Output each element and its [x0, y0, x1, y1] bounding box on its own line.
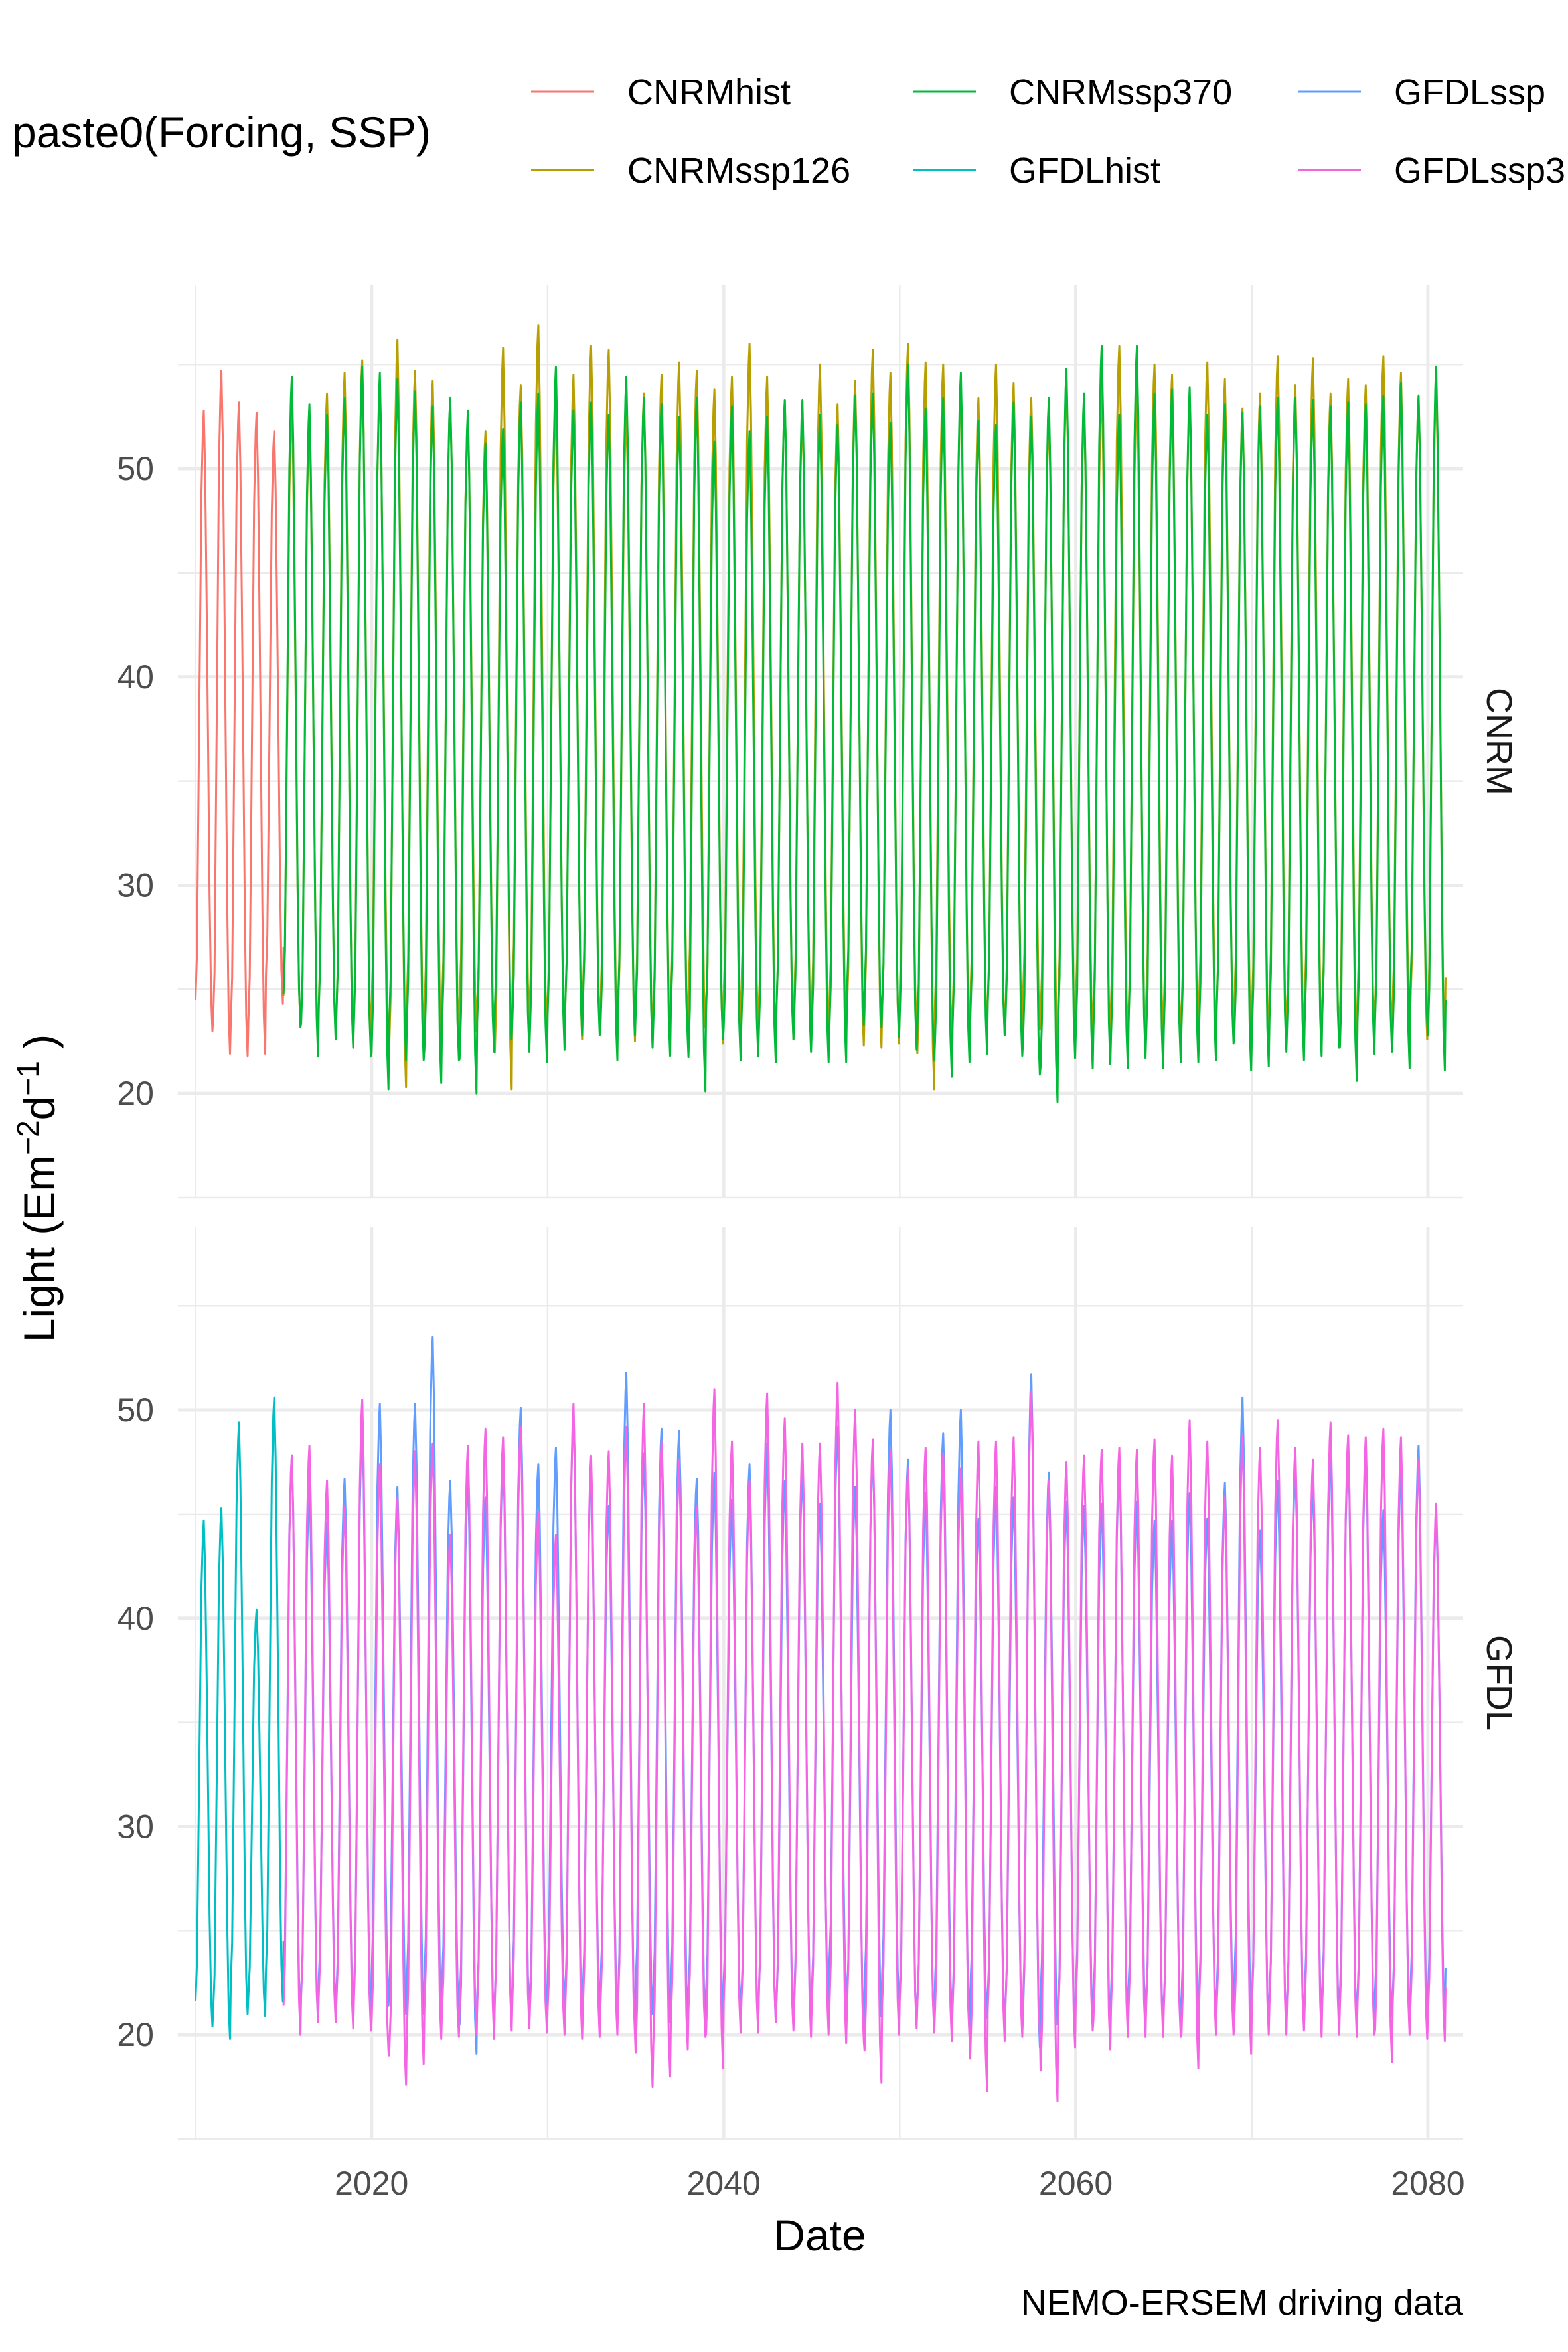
y-tick-label: 40 — [117, 659, 154, 696]
y-tick-label: 20 — [117, 1075, 154, 1112]
panels: 20 30 40 50 CNRM 20 30 40 50 GFDL 2020 2040 2060 2080 — [117, 285, 1519, 2202]
y-axis-title-end: ) — [15, 1034, 64, 1061]
y-tick-label: 30 — [117, 866, 154, 903]
series-line — [282, 345, 1447, 1103]
legend-entry: GFDLhist — [913, 151, 1160, 191]
legend-label: CNRMhist — [627, 72, 791, 112]
strip-label: GFDL — [1479, 1635, 1519, 1731]
y-tick-label: 40 — [117, 1600, 154, 1637]
y-tick-label: 30 — [117, 1808, 154, 1845]
legend-entry: CNRMssp126 — [531, 151, 850, 191]
legend-label: GFDLhist — [1009, 151, 1160, 191]
x-axis-title: Date — [773, 2211, 866, 2260]
x-tick-label: 2040 — [687, 2165, 761, 2202]
y-axis-title: Light (Em−2d−1 ) — [11, 1034, 64, 1342]
legend-title: paste0(Forcing, SSP) — [12, 108, 431, 157]
series-line — [282, 1381, 1447, 2102]
series-line — [195, 370, 285, 1058]
legend-label: GFDLssp3 — [1394, 151, 1565, 191]
legend-entries: CNRMhist CNRMssp126 CNRMssp370 GFDLhist GFDL… — [531, 72, 1565, 191]
y-tick-label: 20 — [117, 2016, 154, 2053]
legend-entry: GFDLssp — [1298, 72, 1545, 112]
legend-entry: GFDLssp3 — [1298, 151, 1565, 191]
y-axis-title-exp2: −1 — [11, 1061, 45, 1095]
series-line — [195, 1396, 285, 2040]
x-tick-label: 2080 — [1391, 2165, 1464, 2202]
legend-entry: CNRMssp370 — [913, 72, 1232, 112]
caption: NEMO-ERSEM driving data — [1021, 2283, 1464, 2323]
panel-gfdl: 20 30 40 50 GFDL — [117, 1227, 1519, 2140]
y-tick-label: 50 — [117, 450, 154, 487]
legend-entry: CNRMhist — [531, 72, 791, 112]
y-axis-title-mid: d — [15, 1096, 64, 1121]
legend-label: CNRMssp370 — [1009, 72, 1232, 112]
y-axis-title-exp1: −2 — [11, 1120, 45, 1154]
y-tick-label: 50 — [117, 1391, 154, 1429]
legend-label: CNRMssp126 — [627, 151, 850, 191]
x-tick-label: 2020 — [335, 2165, 408, 2202]
y-axis-title-main: Light (Em — [15, 1155, 64, 1342]
x-tick-label: 2060 — [1039, 2165, 1113, 2202]
panel-cnrm: 20 30 40 50 CNRM — [117, 285, 1519, 1199]
legend-label: GFDLssp — [1394, 72, 1545, 112]
strip-label: CNRM — [1479, 688, 1519, 795]
legend: paste0(Forcing, SSP) CNRMhistCNRMssp126C… — [12, 72, 1565, 191]
